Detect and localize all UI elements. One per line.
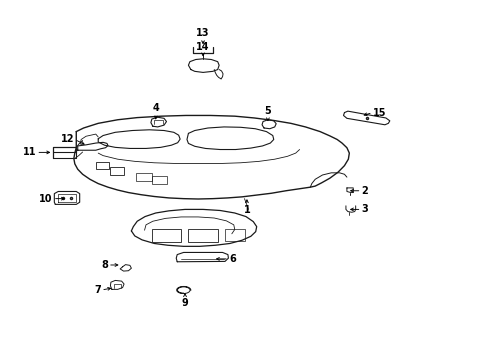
- Text: 14: 14: [196, 42, 209, 51]
- Text: 1: 1: [243, 205, 250, 215]
- Bar: [224, 229, 245, 241]
- Bar: [110, 167, 124, 175]
- Text: 2: 2: [361, 186, 367, 196]
- Text: 8: 8: [101, 260, 108, 270]
- Text: 9: 9: [181, 298, 188, 308]
- Text: 10: 10: [40, 194, 53, 204]
- Bar: [152, 176, 167, 184]
- Text: 13: 13: [196, 28, 209, 39]
- Text: 3: 3: [361, 204, 367, 215]
- Text: 6: 6: [228, 254, 235, 264]
- Bar: [152, 229, 181, 242]
- Bar: [188, 229, 217, 242]
- Bar: [136, 173, 152, 181]
- Text: 5: 5: [264, 106, 271, 116]
- Text: 11: 11: [23, 147, 36, 157]
- Bar: [96, 162, 109, 169]
- Text: 12: 12: [61, 135, 75, 144]
- Text: 7: 7: [94, 285, 101, 295]
- Text: 15: 15: [372, 108, 386, 118]
- Text: 4: 4: [152, 103, 159, 113]
